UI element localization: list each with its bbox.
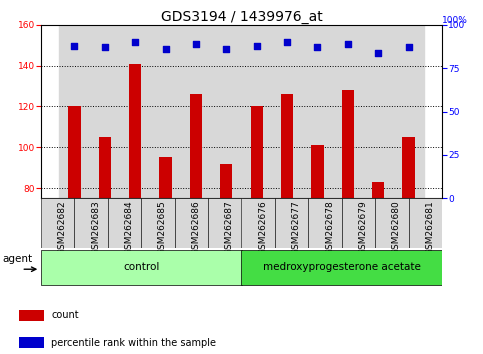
Point: [131, 39, 139, 45]
Text: GSM262684: GSM262684: [125, 201, 134, 255]
Bar: [409, 198, 442, 248]
Bar: [120, 25, 150, 198]
Point: [162, 46, 170, 52]
Text: GSM262682: GSM262682: [58, 201, 67, 255]
Text: medroxyprogesterone acetate: medroxyprogesterone acetate: [263, 262, 421, 272]
Bar: [402, 137, 414, 198]
Bar: [175, 198, 208, 248]
Bar: [142, 198, 175, 248]
Bar: [74, 198, 108, 248]
Bar: [129, 64, 142, 198]
Bar: [242, 198, 275, 248]
Point: [313, 45, 321, 50]
Bar: [242, 25, 272, 198]
Bar: [372, 182, 384, 198]
Bar: [41, 198, 74, 248]
Bar: [99, 137, 111, 198]
Text: percentile rank within the sample: percentile rank within the sample: [51, 338, 216, 348]
Bar: [211, 25, 242, 198]
Bar: [208, 198, 242, 248]
Bar: [342, 198, 375, 248]
Point: [253, 43, 260, 48]
Bar: [19, 337, 44, 348]
Bar: [19, 310, 44, 321]
Point: [101, 45, 109, 50]
Text: control: control: [123, 262, 159, 272]
Bar: [69, 107, 81, 198]
Bar: [150, 25, 181, 198]
Bar: [375, 198, 409, 248]
Point: [405, 45, 412, 50]
Bar: [190, 94, 202, 198]
Bar: [308, 198, 342, 248]
Text: GSM262677: GSM262677: [292, 201, 300, 256]
Bar: [272, 25, 302, 198]
Text: GSM262687: GSM262687: [225, 201, 234, 256]
Bar: [342, 90, 354, 198]
Text: GSM262685: GSM262685: [158, 201, 167, 256]
Bar: [181, 25, 211, 198]
Text: GSM262686: GSM262686: [191, 201, 200, 256]
Text: count: count: [51, 310, 79, 320]
Bar: [333, 25, 363, 198]
Point: [223, 46, 230, 52]
Text: 100%: 100%: [442, 16, 468, 25]
Bar: [281, 94, 293, 198]
Bar: [302, 25, 333, 198]
Text: agent: agent: [2, 254, 32, 264]
Bar: [275, 198, 308, 248]
Bar: [159, 158, 171, 198]
Point: [283, 39, 291, 45]
Text: GSM262683: GSM262683: [91, 201, 100, 256]
Text: GSM262681: GSM262681: [425, 201, 434, 256]
Bar: [108, 198, 142, 248]
Bar: [41, 250, 242, 285]
Point: [192, 41, 200, 47]
Bar: [242, 250, 442, 285]
Bar: [312, 145, 324, 198]
Text: GSM262680: GSM262680: [392, 201, 401, 256]
Bar: [220, 164, 232, 198]
Bar: [90, 25, 120, 198]
Point: [71, 43, 78, 48]
Bar: [393, 25, 424, 198]
Bar: [251, 107, 263, 198]
Text: GSM262679: GSM262679: [358, 201, 368, 256]
Point: [374, 50, 382, 55]
Bar: [59, 25, 90, 198]
Title: GDS3194 / 1439976_at: GDS3194 / 1439976_at: [161, 10, 322, 24]
Point: [344, 41, 352, 47]
Text: GSM262678: GSM262678: [325, 201, 334, 256]
Bar: [363, 25, 393, 198]
Text: GSM262676: GSM262676: [258, 201, 267, 256]
